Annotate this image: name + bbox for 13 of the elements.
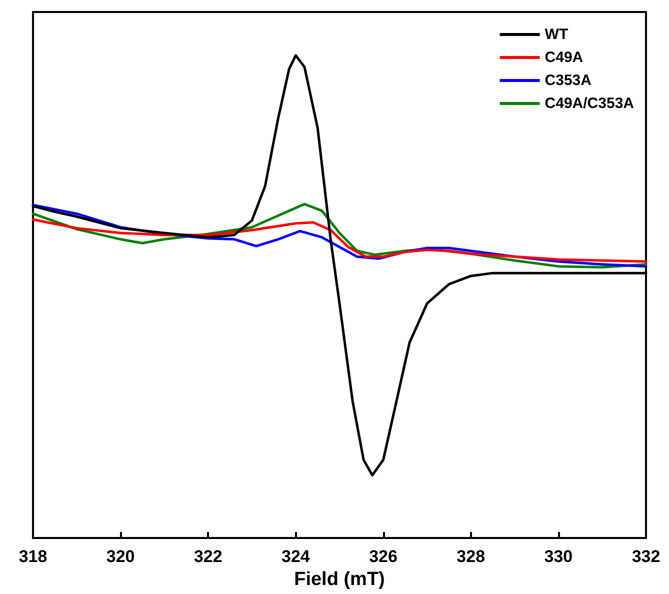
x-tick-label: 328 bbox=[456, 547, 486, 566]
x-tick-label: 324 bbox=[282, 547, 310, 566]
legend-label: WT bbox=[544, 26, 568, 43]
x-tick-label: 332 bbox=[632, 547, 660, 566]
x-tick-label: 322 bbox=[194, 547, 222, 566]
x-tick-label: 330 bbox=[544, 547, 573, 566]
x-tick-label: 318 bbox=[18, 547, 48, 566]
x-tick-label: 326 bbox=[369, 547, 398, 566]
legend-label: C49A/C353A bbox=[544, 95, 634, 112]
x-tick-label: 320 bbox=[106, 547, 135, 566]
x-axis-title: Field (mT) bbox=[294, 569, 385, 590]
legend-label: C49A bbox=[544, 49, 584, 66]
legend-label: C353A bbox=[544, 72, 592, 89]
